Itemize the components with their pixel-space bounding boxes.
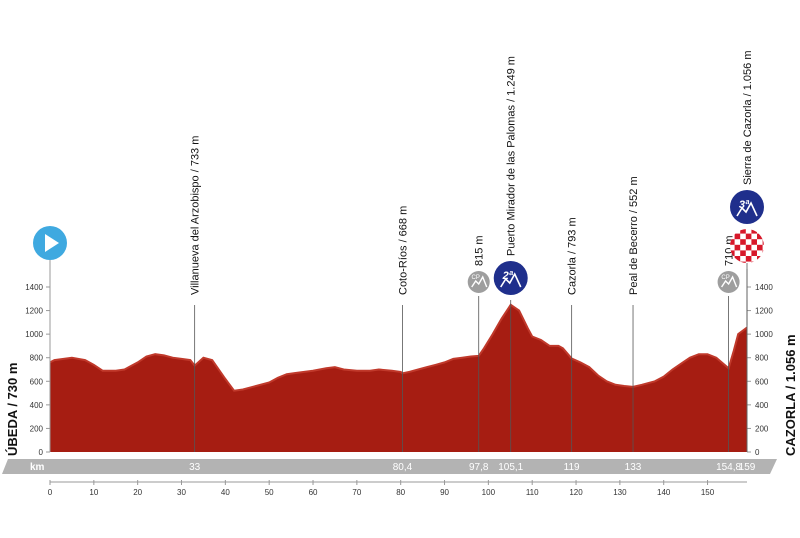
finish-check bbox=[740, 239, 746, 245]
finish-flag-icon bbox=[730, 229, 764, 263]
finish-check bbox=[740, 261, 746, 263]
finish-check bbox=[730, 250, 735, 256]
finish-check bbox=[734, 256, 741, 262]
finish-check bbox=[740, 229, 746, 234]
sprint-badge-text: CP bbox=[721, 275, 729, 281]
y-tick-label-right: 1000 bbox=[755, 330, 773, 339]
y-tick-label-left: 400 bbox=[30, 401, 44, 410]
climb-badge bbox=[730, 190, 764, 224]
finish-check bbox=[757, 244, 763, 251]
elevation-area bbox=[50, 304, 747, 452]
y-tick-label-right: 200 bbox=[755, 424, 769, 433]
x-tick-label: 80 bbox=[396, 488, 405, 497]
category-2-climb-icon: 2ª bbox=[493, 261, 528, 295]
km-mark-label: 159 bbox=[739, 462, 756, 473]
category-3-climb-icon: 3ª bbox=[730, 190, 764, 224]
y-tick-label-right: 600 bbox=[755, 377, 769, 386]
finish-check bbox=[751, 239, 757, 245]
y-tick-label-right: 0 bbox=[755, 448, 760, 457]
x-tick-label: 90 bbox=[440, 488, 449, 497]
waypoint-label: Sierra de Cazorla / 1.056 m bbox=[742, 50, 754, 185]
km-mark-label: 97,8 bbox=[469, 462, 489, 473]
finish-location-label: CAZORLA / 1.056 m bbox=[783, 334, 798, 456]
x-tick-label: 140 bbox=[657, 488, 671, 497]
y-tick-label-left: 800 bbox=[30, 354, 44, 363]
km-mark-label: 154,8 bbox=[716, 462, 741, 473]
x-tick-label: 30 bbox=[177, 488, 186, 497]
y-tick-label-right: 400 bbox=[755, 401, 769, 410]
finish-check bbox=[751, 229, 757, 234]
finish-check bbox=[757, 256, 763, 262]
x-tick-label: 70 bbox=[352, 488, 361, 497]
y-tick-label-left: 0 bbox=[39, 448, 44, 457]
x-tick-label: 0 bbox=[48, 488, 53, 497]
y-tick-label-left: 1400 bbox=[25, 283, 43, 292]
climb-category-text: 3ª bbox=[739, 199, 750, 211]
km-bar bbox=[2, 459, 777, 474]
finish-check bbox=[751, 250, 757, 256]
start-play-icon bbox=[33, 226, 67, 287]
y-tick-label-left: 200 bbox=[30, 424, 44, 433]
km-mark-label: 33 bbox=[189, 462, 201, 473]
finish-check bbox=[745, 233, 752, 240]
waypoint-label: Villanueva del Arzobispo / 733 m bbox=[190, 136, 202, 295]
waypoint-label: Coto-Ríos / 668 m bbox=[397, 206, 409, 295]
finish-check bbox=[762, 239, 764, 245]
finish-check bbox=[762, 250, 764, 256]
finish-check bbox=[730, 229, 735, 234]
sprint-mountains bbox=[471, 275, 488, 288]
start-triangle bbox=[45, 234, 59, 252]
waypoint-label: 815 m bbox=[474, 235, 486, 266]
finish-check bbox=[730, 239, 735, 245]
km-mark-label: 80,4 bbox=[393, 462, 413, 473]
sprint-badge bbox=[467, 271, 490, 293]
finish-check bbox=[751, 261, 757, 263]
finish-check bbox=[762, 261, 764, 263]
finish-check bbox=[734, 233, 741, 240]
x-tick-label: 40 bbox=[221, 488, 230, 497]
climb-mountains bbox=[736, 201, 758, 217]
finish-check bbox=[740, 250, 746, 256]
finish-check bbox=[762, 229, 764, 234]
x-tick-label: 150 bbox=[701, 488, 715, 497]
km-mark-label: 119 bbox=[564, 462, 580, 473]
x-tick-label: 110 bbox=[526, 488, 539, 497]
intermediate-sprint-icon: CP bbox=[467, 271, 490, 293]
start-location-label: ÚBEDA / 730 m bbox=[5, 363, 20, 456]
y-tick-label-right: 1200 bbox=[755, 307, 773, 316]
x-tick-label: 20 bbox=[133, 488, 142, 497]
climb-badge bbox=[493, 261, 528, 295]
climb-category-text: 2ª bbox=[502, 270, 514, 282]
intermediate-sprint-icon: CP bbox=[717, 271, 740, 293]
x-tick-label: 100 bbox=[482, 488, 496, 497]
km-mark-label: 133 bbox=[625, 462, 642, 473]
km-bar-label: km bbox=[30, 462, 45, 473]
finish-check bbox=[734, 244, 741, 251]
y-tick-label-right: 1400 bbox=[755, 283, 773, 292]
sprint-badge bbox=[717, 271, 740, 293]
x-tick-label: 120 bbox=[569, 488, 583, 497]
y-tick-label-left: 600 bbox=[30, 377, 44, 386]
x-tick-label: 130 bbox=[613, 488, 627, 497]
x-tick-label: 60 bbox=[309, 488, 318, 497]
waypoint-label: Puerto Mirador de las Palomas / 1.249 m bbox=[506, 56, 518, 256]
finish-check bbox=[757, 233, 763, 240]
y-tick-label-left: 1200 bbox=[25, 307, 43, 316]
finish-check bbox=[745, 256, 752, 262]
sprint-badge-text: CP bbox=[472, 275, 480, 281]
finish-check bbox=[745, 244, 752, 251]
y-tick-label-left: 1000 bbox=[25, 330, 43, 339]
x-tick-label: 50 bbox=[265, 488, 274, 497]
sprint-mountains bbox=[721, 275, 738, 288]
waypoint-label: Cazorla / 793 m bbox=[567, 217, 579, 295]
x-tick-label: 10 bbox=[89, 488, 98, 497]
elevation-line bbox=[49, 303, 748, 392]
y-tick-label-right: 800 bbox=[755, 354, 769, 363]
climb-mountains bbox=[500, 272, 522, 288]
waypoint-label: Peal de Becerro / 552 m bbox=[628, 176, 640, 295]
km-mark-label: 105,1 bbox=[498, 462, 523, 473]
